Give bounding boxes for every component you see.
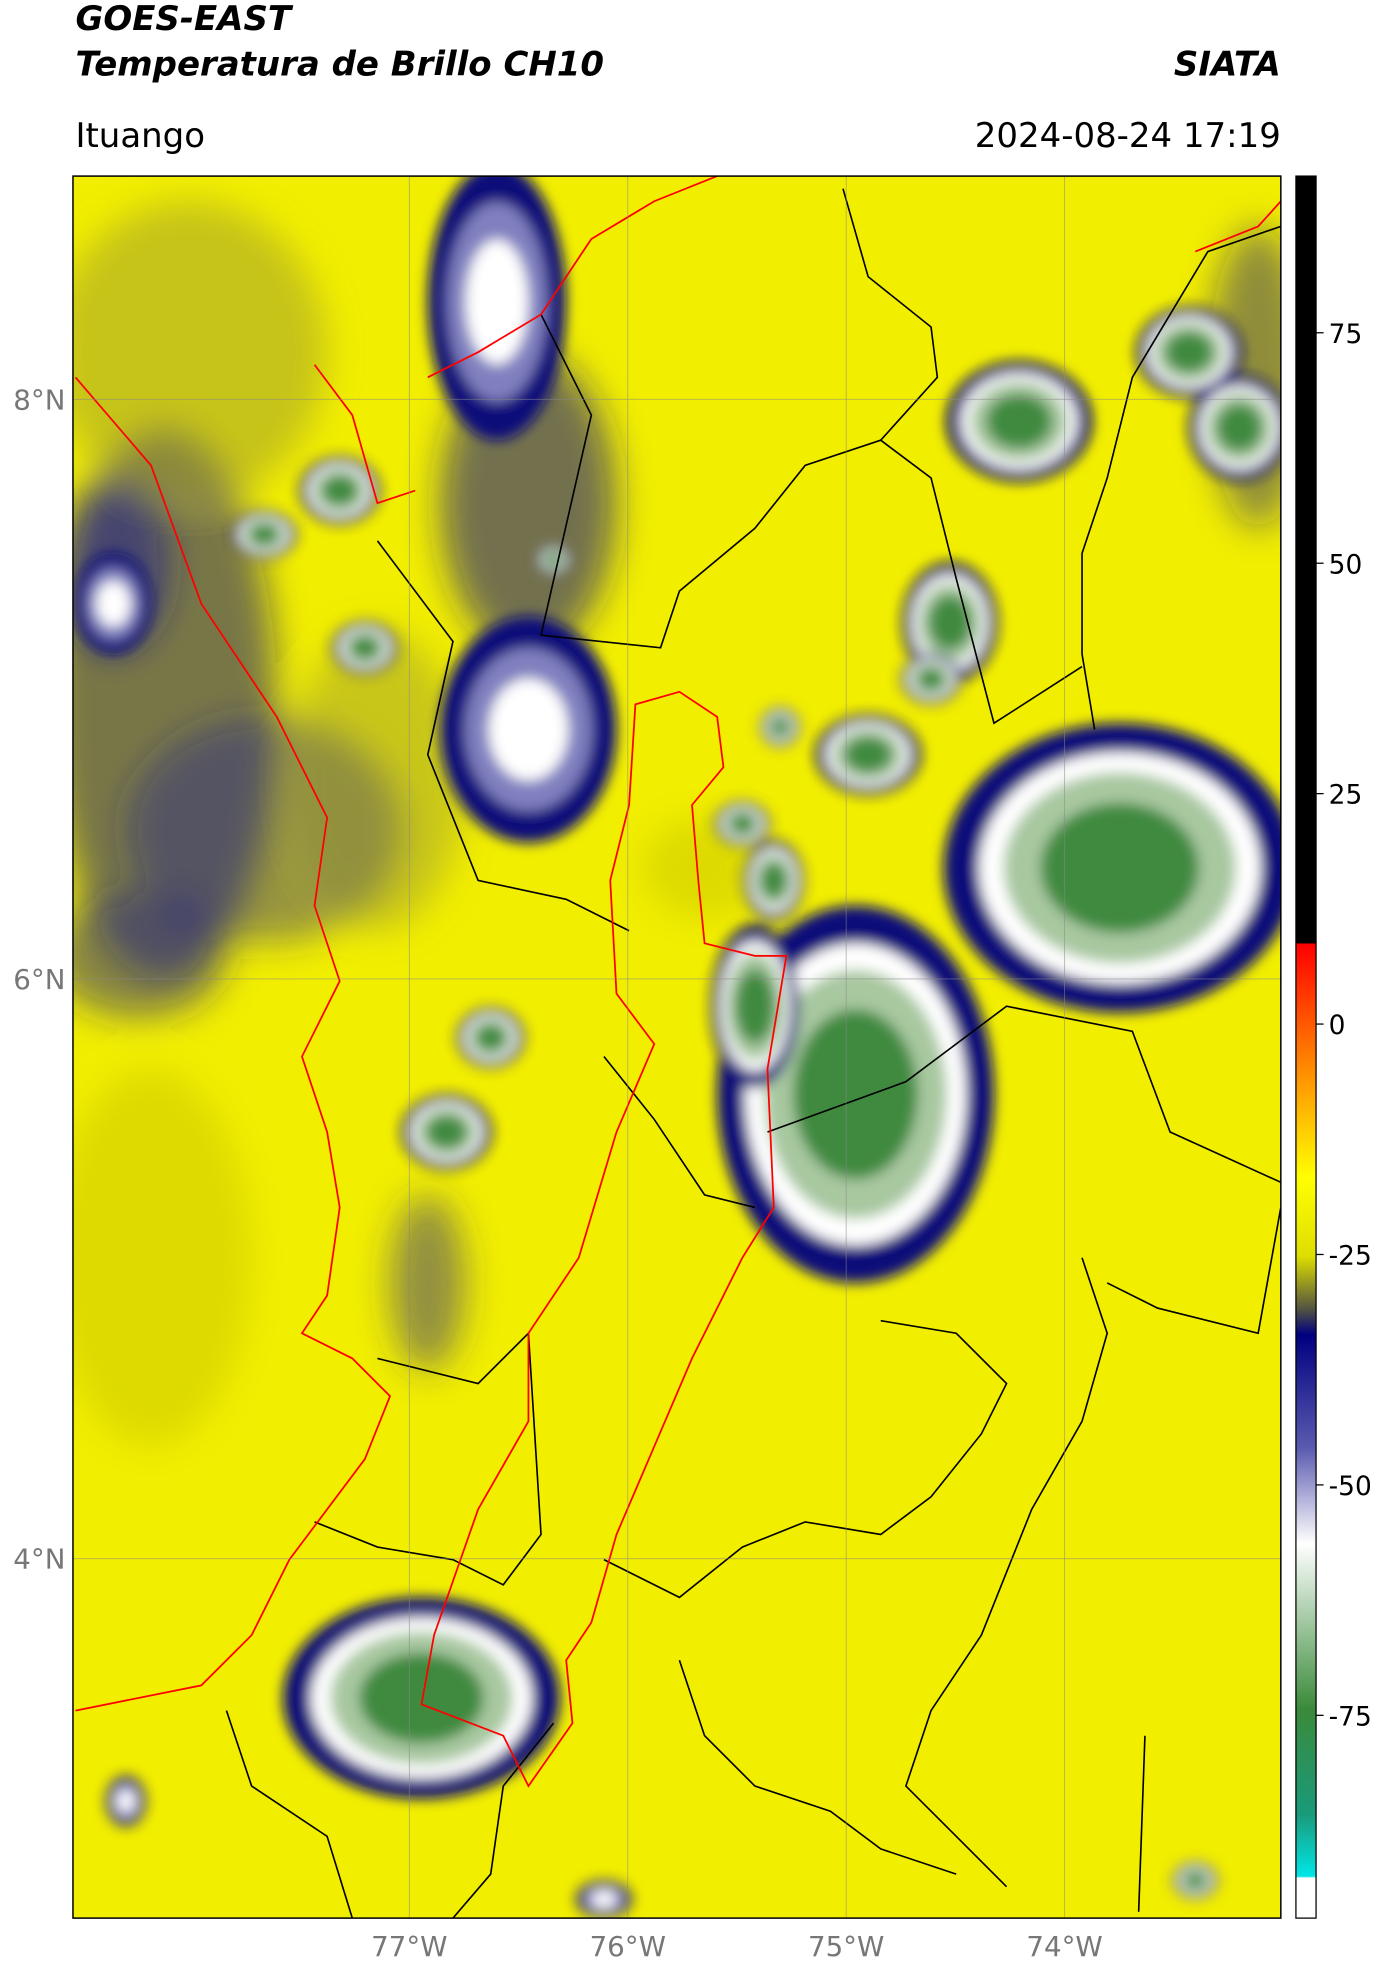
lon-tick-label: 77°W xyxy=(371,1930,447,1963)
haze-patch xyxy=(289,628,466,931)
cloud-layer xyxy=(350,635,380,660)
location: Ituango xyxy=(75,116,205,156)
haze-patch xyxy=(72,893,227,1019)
cloud-layer xyxy=(359,1652,484,1744)
colorbar-tick-label: 75 xyxy=(1329,319,1363,350)
axes: 8°N 6°N 4°N 77°W 76°W 75°W 74°W 75 50 25 0 -25 -50 -7… xyxy=(13,319,1371,1963)
lat-tick-label: 6°N xyxy=(13,963,65,996)
lon-tick-label: 74°W xyxy=(1026,1930,1102,1963)
cloud-layer xyxy=(986,394,1052,449)
haze-patch xyxy=(390,1194,466,1371)
colorbar-tick-label: -25 xyxy=(1329,1241,1372,1272)
cloud-layer xyxy=(1040,802,1200,933)
borders xyxy=(225,188,1281,1919)
lon-tick-label: 76°W xyxy=(590,1930,666,1963)
cloud-layer xyxy=(760,862,788,899)
cloud-layer xyxy=(96,581,131,627)
colorbar-tick-label: 25 xyxy=(1329,780,1363,811)
map-image xyxy=(72,176,1281,1919)
lat-tick-label: 8°N xyxy=(13,383,65,416)
subtitle: Temperatura de Brillo CH10 xyxy=(75,44,604,84)
lat-tick-label: 4°N xyxy=(13,1543,65,1576)
colorbar-tick-label: -50 xyxy=(1329,1471,1372,1502)
cloud-layer xyxy=(793,1009,918,1180)
cloud-layer xyxy=(475,1024,506,1052)
colorbar xyxy=(1295,175,1317,1919)
cloud-layer xyxy=(321,475,358,506)
cloud-layer xyxy=(771,717,790,737)
title: GOES-EAST xyxy=(75,0,293,39)
colorbar-tick-label: 0 xyxy=(1329,1010,1346,1041)
colorbar-tick-label: -75 xyxy=(1329,1701,1372,1732)
haze-patch xyxy=(72,201,328,504)
cloud-layer xyxy=(1165,331,1213,373)
cloud-layer xyxy=(1216,403,1262,452)
cloud-layer xyxy=(735,969,775,1044)
cloud-layer xyxy=(917,667,945,691)
cloud-layer xyxy=(928,595,972,650)
cloud-layer xyxy=(426,1115,468,1149)
clouds xyxy=(75,176,1281,1919)
cloud-layer xyxy=(1185,1871,1206,1889)
haze-patch xyxy=(72,1069,252,1447)
colorbar-tick-label: 50 xyxy=(1329,549,1363,580)
dept-border xyxy=(74,176,1281,1788)
cloud-layer xyxy=(844,736,892,773)
cloud-layer xyxy=(488,678,569,781)
datetime: 2024-08-24 17:19 xyxy=(975,116,1281,156)
cloud-layer xyxy=(249,523,279,546)
lon-tick-label: 75°W xyxy=(808,1930,884,1963)
cloud-layer xyxy=(116,1789,135,1813)
cloud-layer xyxy=(591,1890,617,1908)
cloud-layer xyxy=(465,239,529,365)
source: SIATA xyxy=(1174,44,1281,84)
map-frame xyxy=(72,175,1282,1919)
graticule xyxy=(72,176,1281,1919)
cloud-layer xyxy=(729,813,755,835)
